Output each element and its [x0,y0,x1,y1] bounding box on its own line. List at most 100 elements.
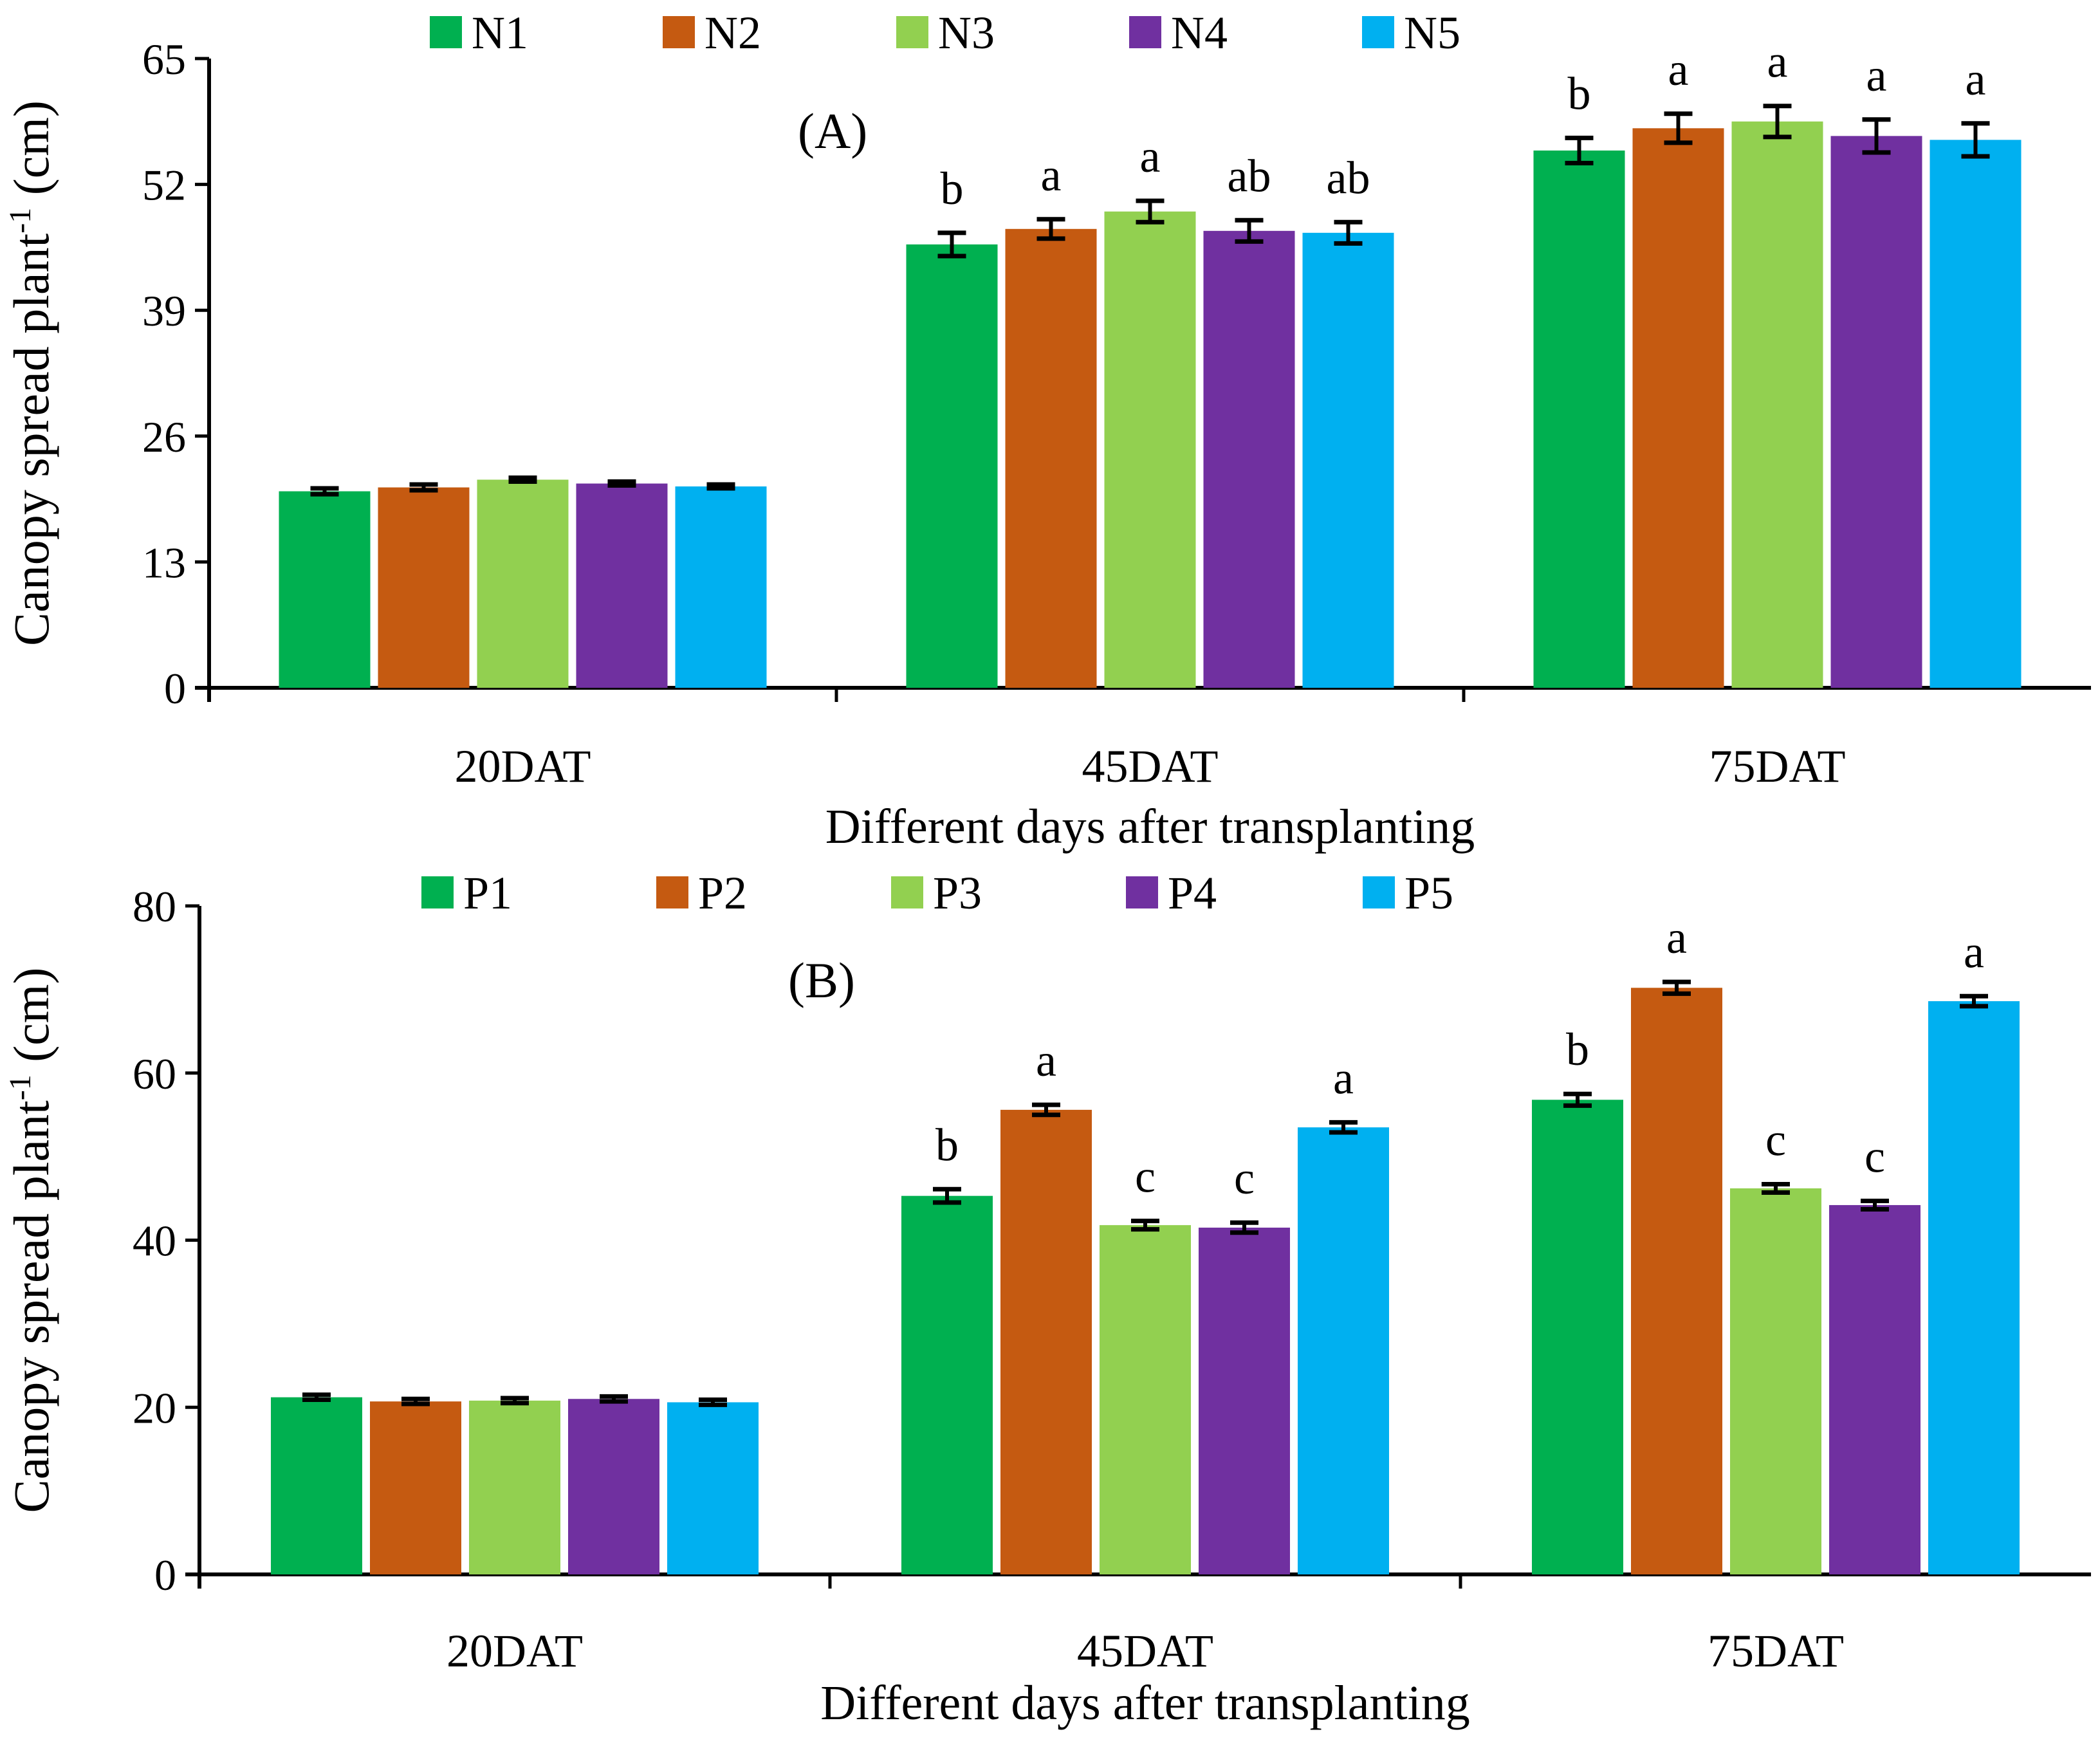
bar-n1 [279,491,371,688]
legend-swatch-p5 [1363,876,1395,908]
bar-p3 [469,1400,560,1574]
y-tick-label: 0 [154,1551,176,1600]
bar-n3 [1731,121,1823,688]
legend-swatch-n1 [430,16,462,48]
bar-p3 [1100,1225,1191,1574]
x-tick-label: 45DAT [1077,1625,1213,1677]
y-axis-label-superscript: -1 [3,1074,37,1100]
bar-p4 [1829,1204,1920,1574]
significance-letter: c [1865,1130,1885,1182]
bar-n4 [1830,136,1922,688]
significance-letter: b [941,163,964,214]
bar-p5 [667,1402,759,1574]
legend-label-p5: P5 [1405,867,1453,919]
legend-label-p3: P3 [933,867,982,919]
panel-label: (A) [798,103,867,159]
legend-label-p4: P4 [1168,867,1217,919]
legend-swatch-n4 [1129,16,1161,48]
x-axis-label: Different days after transplanting [820,1676,1469,1730]
y-tick-label: 40 [133,1217,176,1266]
bar-p2 [1631,988,1722,1574]
x-tick-label: 45DAT [1082,741,1219,792]
bar-n3 [1104,211,1196,688]
significance-letter: b [935,1119,959,1170]
significance-letter: a [1036,1035,1056,1086]
significance-letter: a [1966,53,1986,105]
significance-letter: a [1668,44,1689,95]
bar-p1 [1532,1100,1623,1574]
chart-panel-a: 0 13 26 39 52 65 20DAT 45DAT b a a ab ab 75DAT b a a a a N1… [3,7,2091,854]
significance-letter: b [1568,68,1591,119]
significance-letter: a [1333,1052,1354,1103]
y-tick-label: 20 [133,1383,176,1432]
y-axis-label: Canopy spread plant-1 (cm) [3,968,59,1513]
bar-n4 [576,483,668,688]
legend-label-n4: N4 [1171,7,1228,59]
y-axis-label: Canopy spread plant-1 (cm) [3,100,59,646]
x-axis-label: Different days after transplanting [825,800,1475,854]
x-tick-label: 75DAT [1709,741,1846,792]
legend-label-n2: N2 [705,7,761,59]
bar-p3 [1730,1188,1821,1574]
legend-label-p2: P2 [698,867,747,919]
legend-label-n5: N5 [1404,7,1460,59]
significance-letter: a [1140,131,1161,182]
legend-swatch-p2 [656,876,688,908]
bar-p1 [901,1195,993,1574]
bar-p4 [1199,1228,1290,1574]
y-tick-label: 39 [142,286,186,335]
legend-swatch-n2 [663,16,695,48]
y-axis-label-unit: (cm) [3,100,59,208]
significance-letter: ab [1327,152,1370,203]
bar-p5 [1928,1001,2020,1574]
significance-letter: a [1866,50,1887,101]
legend-swatch-p4 [1126,876,1158,908]
bar-p5 [1298,1127,1389,1574]
panel-label: (B) [788,952,855,1008]
legend-swatch-n3 [896,16,928,48]
bar-n5 [675,486,767,688]
bar-p4 [568,1399,659,1574]
y-tick-label: 13 [142,538,186,587]
bar-n5 [1302,232,1394,688]
y-tick-label: 52 [142,161,186,210]
chart-panel-b: 0 20 40 60 80 20DAT 45DAT b a c c a 75DAT b a c c a P1 P2 P3… [3,867,2091,1730]
legend-label-n3: N3 [938,7,995,59]
bar-p2 [370,1401,461,1574]
x-tick-label: 20DAT [447,1625,583,1677]
significance-letter: b [1566,1024,1589,1075]
bar-p1 [271,1397,362,1574]
y-axis-label-unit: (cm) [3,968,59,1075]
significance-letter: a [1666,912,1687,963]
legend-swatch-n5 [1362,16,1394,48]
significance-letter: c [1765,1114,1786,1165]
y-axis-label-main: Canopy spread plant [3,233,59,646]
bar-n4 [1203,230,1295,688]
legend-swatch-p3 [891,876,923,908]
x-tick-label: 75DAT [1708,1625,1844,1677]
significance-letter: a [1041,149,1062,201]
legend-label-p1: P1 [463,867,512,919]
bar-n5 [1930,140,2022,688]
significance-letter: a [1767,36,1788,88]
legend-label-n1: N1 [472,7,528,59]
bar-n2 [1632,128,1724,688]
y-axis-label-superscript: -1 [3,208,37,234]
bar-p2 [1000,1109,1092,1574]
y-tick-label: 80 [133,882,176,931]
legend-swatch-p1 [421,876,454,908]
y-axis-label-main: Canopy spread plant [3,1100,59,1513]
bar-n3 [477,479,569,688]
significance-letter: a [1964,926,1984,977]
significance-letter: ab [1228,150,1271,201]
bar-n2 [378,487,470,688]
y-tick-label: 26 [142,412,186,461]
y-tick-label: 60 [133,1049,176,1098]
bar-n1 [906,244,998,688]
bar-n2 [1005,228,1097,688]
x-tick-label: 20DAT [455,741,591,792]
bar-n1 [1533,150,1625,688]
significance-letter: c [1234,1152,1255,1204]
significance-letter: c [1135,1151,1156,1203]
